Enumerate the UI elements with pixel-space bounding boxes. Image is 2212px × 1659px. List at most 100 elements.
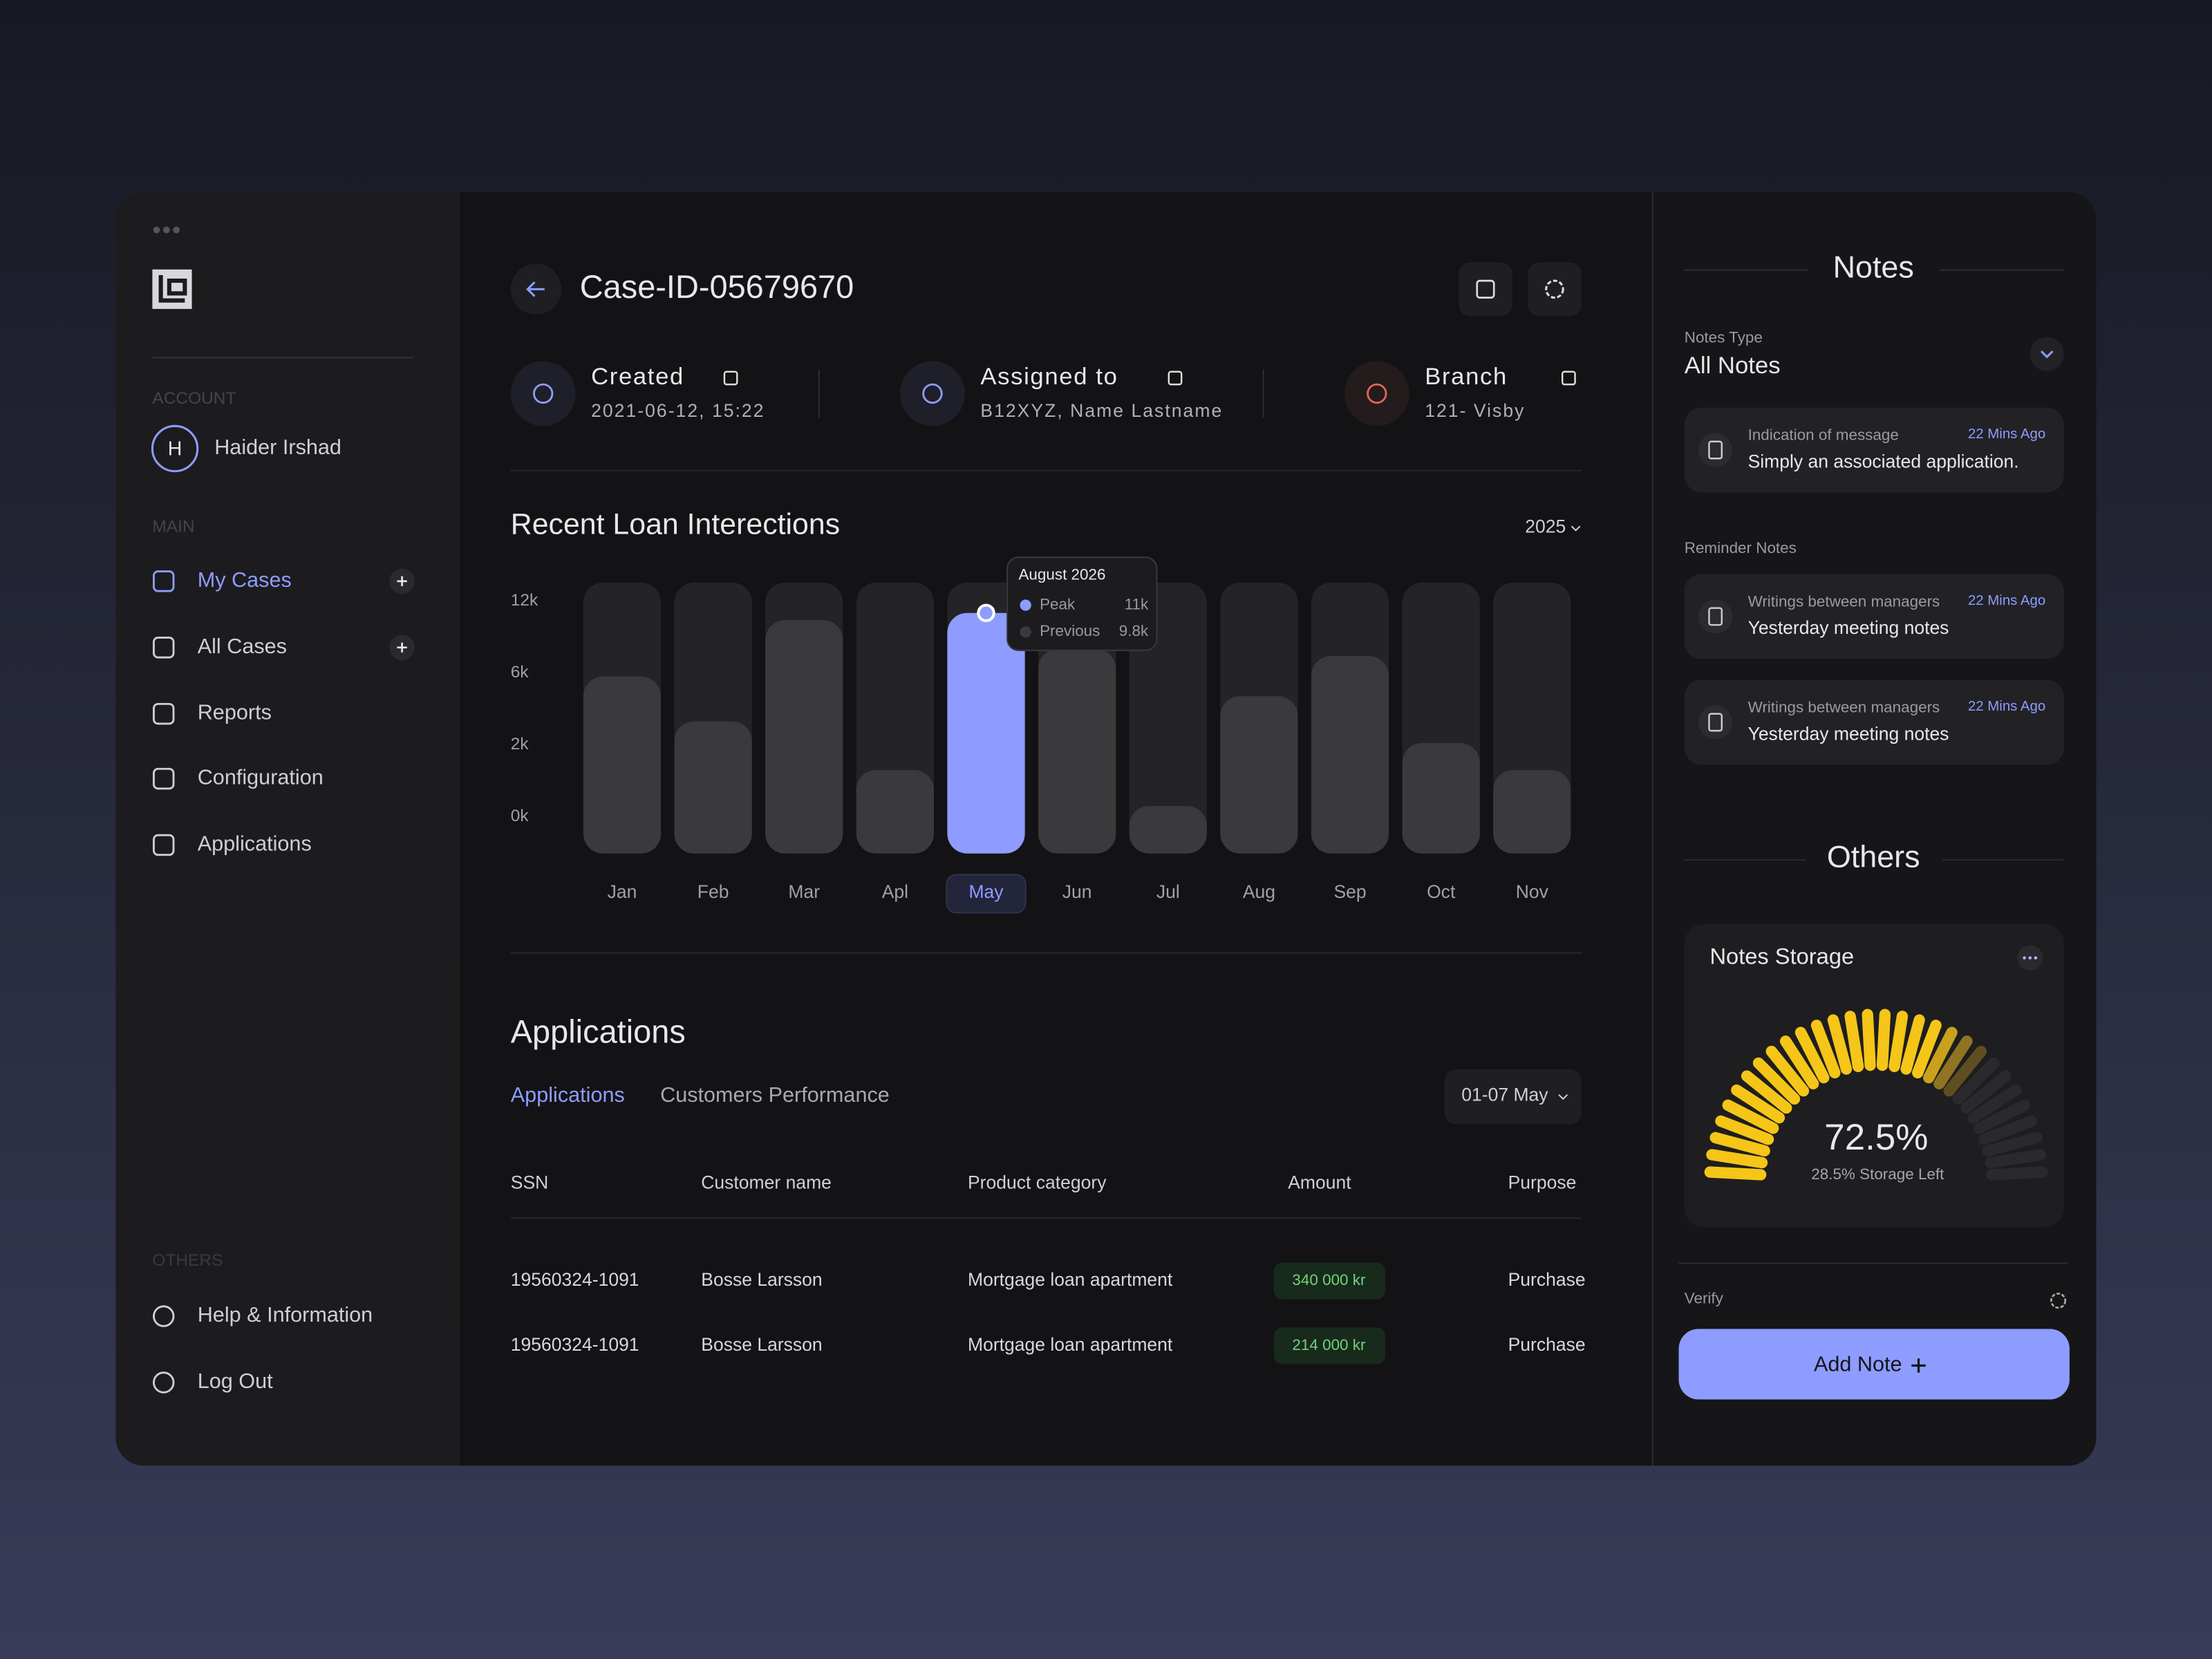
nav-item[interactable]: Log Out <box>198 1369 273 1393</box>
tab[interactable]: Applications <box>511 1083 625 1107</box>
bar <box>1402 742 1480 854</box>
gauge-segment <box>1731 1084 1785 1124</box>
meta-label: Assigned to <box>980 364 1118 390</box>
edit-icon[interactable] <box>723 371 738 386</box>
y-tick-label: 6k <box>511 663 529 682</box>
gauge-segment <box>1706 1149 1768 1169</box>
column-header: Product category <box>968 1172 1107 1192</box>
edit-icon[interactable] <box>1168 371 1183 386</box>
amount: 340 000 kr <box>1292 1271 1366 1288</box>
note-icon <box>1708 607 1723 626</box>
section-label: MAIN <box>152 518 194 536</box>
meta-icon-bg <box>1344 361 1409 427</box>
note-card[interactable] <box>1684 407 2064 493</box>
settings-icon <box>1545 279 1564 299</box>
gauge-segment <box>1794 1027 1830 1084</box>
tooltip <box>1006 556 1158 651</box>
gauge-segment <box>1888 1011 1909 1073</box>
user-name: Haider Irshad <box>214 435 341 459</box>
gauge-segment <box>1900 1014 1925 1075</box>
nav-item[interactable]: Applications <box>198 832 312 856</box>
column-header: Purpose <box>1508 1172 1577 1192</box>
x-tick-label: Mar <box>788 881 820 902</box>
card-title: Notes Storage <box>1709 943 1854 968</box>
nav-icon <box>153 702 175 725</box>
x-tick-label: Apl <box>882 881 908 902</box>
table-cell: Purchase <box>1508 1269 1586 1290</box>
meta-icon <box>533 383 554 404</box>
section-label: ACCOUNT <box>152 389 236 408</box>
bar <box>583 676 662 854</box>
x-tick-label: May <box>968 881 1004 902</box>
edit-icon[interactable] <box>1561 371 1576 386</box>
nav-item[interactable]: Help & Information <box>198 1303 373 1327</box>
x-tick-label: Feb <box>697 881 729 902</box>
note-card[interactable] <box>1684 574 2064 659</box>
settings-button[interactable] <box>1528 262 1582 317</box>
nav-item[interactable]: Configuration <box>198 766 324 789</box>
settings-icon[interactable] <box>2050 1293 2067 1309</box>
gauge-segment <box>1779 1035 1819 1089</box>
gauge-segment <box>1741 1070 1792 1114</box>
nav-icon <box>153 1305 175 1327</box>
back-icon <box>526 281 545 297</box>
sidebar <box>115 191 460 1466</box>
gauge-segment <box>1709 1132 1770 1157</box>
tooltip-name: Peak <box>1040 595 1076 612</box>
gauge-segment <box>1986 1166 2048 1181</box>
calendar-button[interactable] <box>1459 262 1512 317</box>
note-caption: Writings between managers <box>1748 698 1940 715</box>
x-tick-label: Sep <box>1333 881 1366 902</box>
plus-icon <box>397 642 407 653</box>
amount: 214 000 kr <box>1292 1336 1366 1353</box>
peak-marker <box>977 603 995 623</box>
tab[interactable]: Customers Performance <box>660 1083 890 1107</box>
notes-panel <box>1651 191 2097 1466</box>
nav-item[interactable]: My Cases <box>198 568 292 592</box>
meta-icon-bg <box>510 361 576 427</box>
add-note-button[interactable] <box>1678 1329 2070 1400</box>
meta-icon <box>1367 383 1387 404</box>
gauge-segment <box>1704 1166 1767 1181</box>
tooltip-value: 9.8k <box>1119 622 1149 639</box>
gauge-segment <box>1933 1035 1973 1089</box>
meta-value: 2021-06-12, 15:22 <box>591 400 765 421</box>
note-caption: Indication of message <box>1748 427 1899 444</box>
tooltip-value: 11k <box>1125 595 1149 612</box>
meta-label: Created <box>591 364 684 390</box>
case-title: Case-ID-05679670 <box>580 269 854 305</box>
section-label: OTHERS <box>152 1251 223 1270</box>
note-icon-bg <box>1698 705 1733 740</box>
tooltip-dot <box>1020 626 1031 638</box>
gauge-segment <box>1862 1009 1876 1071</box>
table-cell: Mortgage loan apartment <box>968 1334 1173 1355</box>
bar <box>1038 648 1116 854</box>
note-icon-bg <box>1698 433 1733 467</box>
nav-item[interactable]: All Cases <box>198 635 287 658</box>
note-card[interactable] <box>1684 679 2064 765</box>
year-select[interactable]: 2025 <box>1525 516 1566 536</box>
x-tick-label: Nov <box>1516 881 1549 902</box>
window-dots <box>153 226 180 234</box>
field-label: Verify <box>1685 1290 1724 1307</box>
gauge-segment <box>1765 1045 1810 1097</box>
tooltip-title: August 2026 <box>1018 566 1105 583</box>
date-select[interactable] <box>1444 1069 1582 1125</box>
field-label: Notes Type <box>1685 329 1763 346</box>
bar <box>765 620 843 854</box>
table-cell: Bosse Larsson <box>701 1269 822 1290</box>
nav-item[interactable]: Reports <box>198 701 272 724</box>
nav-icon <box>153 767 175 790</box>
dropdown-button[interactable] <box>2030 337 2064 371</box>
chevron <box>1571 525 1581 532</box>
bar <box>674 721 752 854</box>
x-tick-label: Aug <box>1243 881 1275 902</box>
gauge-segment <box>1978 1115 2038 1145</box>
gauge-segment <box>1982 1132 2043 1157</box>
column-header: Amount <box>1288 1172 1351 1192</box>
column-header: SSN <box>511 1172 549 1192</box>
nav-icon <box>153 637 175 659</box>
selected-label-bg <box>946 874 1027 914</box>
